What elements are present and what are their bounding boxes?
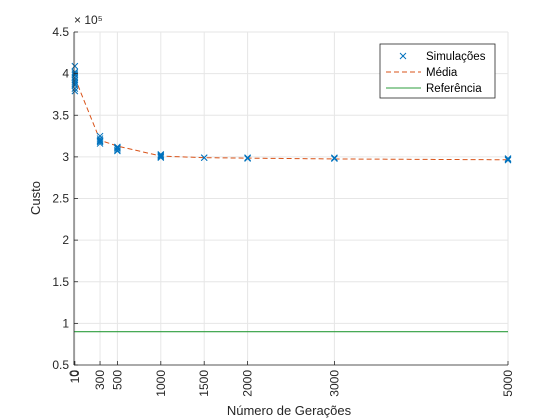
- marker-stroke: [244, 155, 251, 162]
- marker-stroke: [114, 146, 121, 154]
- y-tick-label: 1.5: [52, 275, 69, 289]
- marker-stroke: [399, 52, 407, 60]
- grid-lines: [73, 31, 509, 366]
- x-tick-label: 500: [110, 370, 124, 390]
- simulation-point: [71, 62, 79, 70]
- legend-label-mean: Média: [426, 67, 458, 79]
- x-tick-label: 0: [67, 370, 81, 377]
- simulation-point: [157, 152, 165, 160]
- x-tick-label: 2000: [241, 370, 255, 397]
- legend-marker-x-icon: [399, 52, 407, 60]
- simulation-point: [331, 154, 338, 162]
- simulation-point: [71, 80, 79, 87]
- legend-box: [379, 43, 496, 99]
- simulation-point: [96, 140, 104, 147]
- simulation-point: [71, 87, 79, 95]
- x-tick-label: 10: [68, 370, 82, 384]
- y-tick-label: 3.5: [52, 108, 69, 122]
- marker-stroke: [331, 154, 338, 162]
- x-tick-label: 1000: [154, 370, 168, 397]
- legend-entry-mean: Média: [386, 67, 458, 79]
- y-tick-label: 0.5: [52, 358, 69, 372]
- marker-stroke: [157, 153, 165, 161]
- simulation-point: [157, 154, 165, 162]
- legend-label-reference: Referência: [426, 83, 482, 95]
- marker-stroke: [114, 144, 121, 152]
- x-tick-label: 300: [93, 370, 107, 390]
- x-tick-label: 1500: [197, 370, 211, 397]
- marker-stroke: [96, 140, 104, 147]
- simulation-point: [157, 151, 165, 159]
- legend-entry-simulations: Simulações: [399, 51, 486, 63]
- simulation-point: [96, 138, 104, 146]
- legend-entry-reference: Referência: [386, 83, 482, 95]
- marker-stroke: [71, 87, 79, 95]
- y-tick-label: 2: [62, 233, 69, 247]
- x-axis-label: Número de Gerações: [227, 403, 352, 418]
- simulation-point: [114, 146, 121, 154]
- legend: Simulações Média Referência: [379, 43, 496, 99]
- y-tick-label: 2.5: [52, 192, 69, 206]
- marker-stroke: [200, 154, 208, 162]
- marker-stroke: [504, 156, 512, 163]
- y-tick-label: 1: [62, 316, 69, 330]
- marker-stroke: [71, 85, 79, 92]
- simulation-point: [114, 144, 121, 152]
- simulation-point: [331, 155, 338, 162]
- simulation-point: [157, 153, 165, 161]
- simulation-point: [96, 137, 104, 145]
- x-tick-label: 3000: [327, 370, 341, 397]
- marker-stroke: [504, 155, 512, 162]
- y-tick-label: 4: [62, 67, 69, 81]
- simulation-point: [244, 155, 251, 162]
- y-tick-label: 3: [62, 150, 69, 164]
- x-tick-label: 5000: [501, 370, 515, 397]
- marker-stroke: [157, 152, 165, 160]
- tick-labels: 0.5 1 1.5 2 2.5 3 3.5 4 4.5 010 300 500 1000 1500 2000…: [52, 25, 515, 397]
- simulation-point: [200, 154, 208, 162]
- marker-stroke: [96, 138, 104, 146]
- legend-label-simulations: Simulações: [426, 51, 486, 63]
- marker-stroke: [157, 151, 165, 159]
- mean-line: [74, 77, 509, 161]
- simulation-point: [71, 85, 79, 92]
- simulation-point: [244, 154, 251, 162]
- y-tick-label: 4.5: [52, 25, 69, 39]
- y-exponent-label: × 10⁵: [74, 13, 103, 27]
- marker-stroke: [244, 154, 251, 162]
- marker-stroke: [114, 145, 121, 152]
- marker-stroke: [96, 137, 104, 145]
- y-axis-label: Custo: [28, 181, 43, 215]
- simulation-point: [504, 156, 512, 164]
- marker-stroke: [331, 155, 338, 162]
- marker-stroke: [157, 154, 165, 162]
- axes: [73, 31, 509, 366]
- marker-stroke: [71, 80, 79, 87]
- marker-stroke: [504, 156, 512, 164]
- simulation-point: [114, 145, 121, 152]
- simulation-point: [504, 156, 512, 163]
- series-layer: [71, 62, 512, 333]
- simulation-point: [504, 155, 512, 162]
- marker-stroke: [71, 62, 79, 70]
